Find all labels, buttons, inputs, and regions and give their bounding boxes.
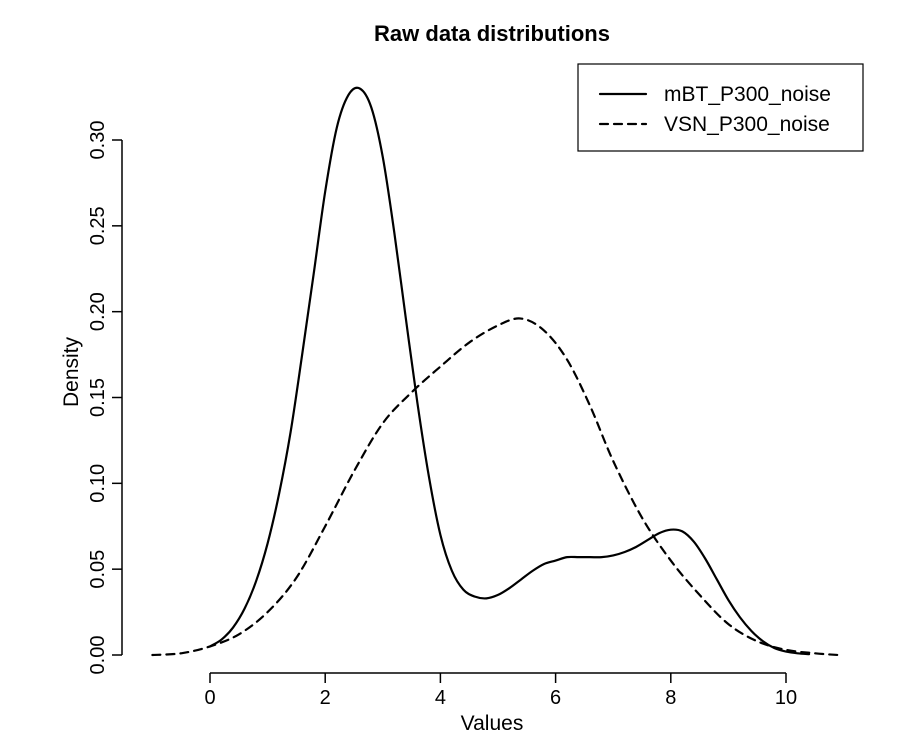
x-tick-label: 8 — [665, 687, 676, 709]
y-tick-label: 0.25 — [87, 206, 109, 245]
y-axis-label: Density — [60, 336, 83, 407]
series-line-vsn — [151, 317, 839, 657]
x-tick-label: 2 — [320, 687, 331, 709]
legend-box — [577, 63, 864, 152]
legend-label-mbt: mBT_P300_noise — [664, 83, 831, 106]
y-tick-label: 0.30 — [87, 121, 109, 160]
x-axis-label: Values — [461, 712, 524, 735]
y-tick-label: 0.05 — [87, 550, 109, 589]
y-tick-label: 0.15 — [87, 378, 109, 417]
y-tick-label: 0.00 — [87, 636, 109, 675]
y-tick-label: 0.10 — [87, 464, 109, 503]
series-layer — [151, 86, 839, 657]
x-ticks: 0 2 4 6 8 10 — [204, 673, 797, 709]
x-tick-label: 6 — [550, 687, 561, 709]
legend: mBT_P300_noise VSN_P300_noise — [577, 63, 864, 152]
x-tick-label: 0 — [204, 687, 215, 709]
series-line-mbt — [208, 86, 811, 656]
y-ticks: 0.00 0.05 0.10 0.15 0.20 0.25 0.30 — [87, 121, 122, 675]
axes: 0.00 0.05 0.10 0.15 0.20 0.25 0.30 0 2 4 6 8 10 — [87, 121, 797, 709]
y-tick-label: 0.20 — [87, 292, 109, 331]
x-tick-label: 10 — [775, 687, 797, 709]
chart-title: Raw data distributions — [374, 21, 610, 46]
x-tick-label: 4 — [435, 687, 446, 709]
legend-label-vsn: VSN_P300_noise — [664, 113, 830, 136]
